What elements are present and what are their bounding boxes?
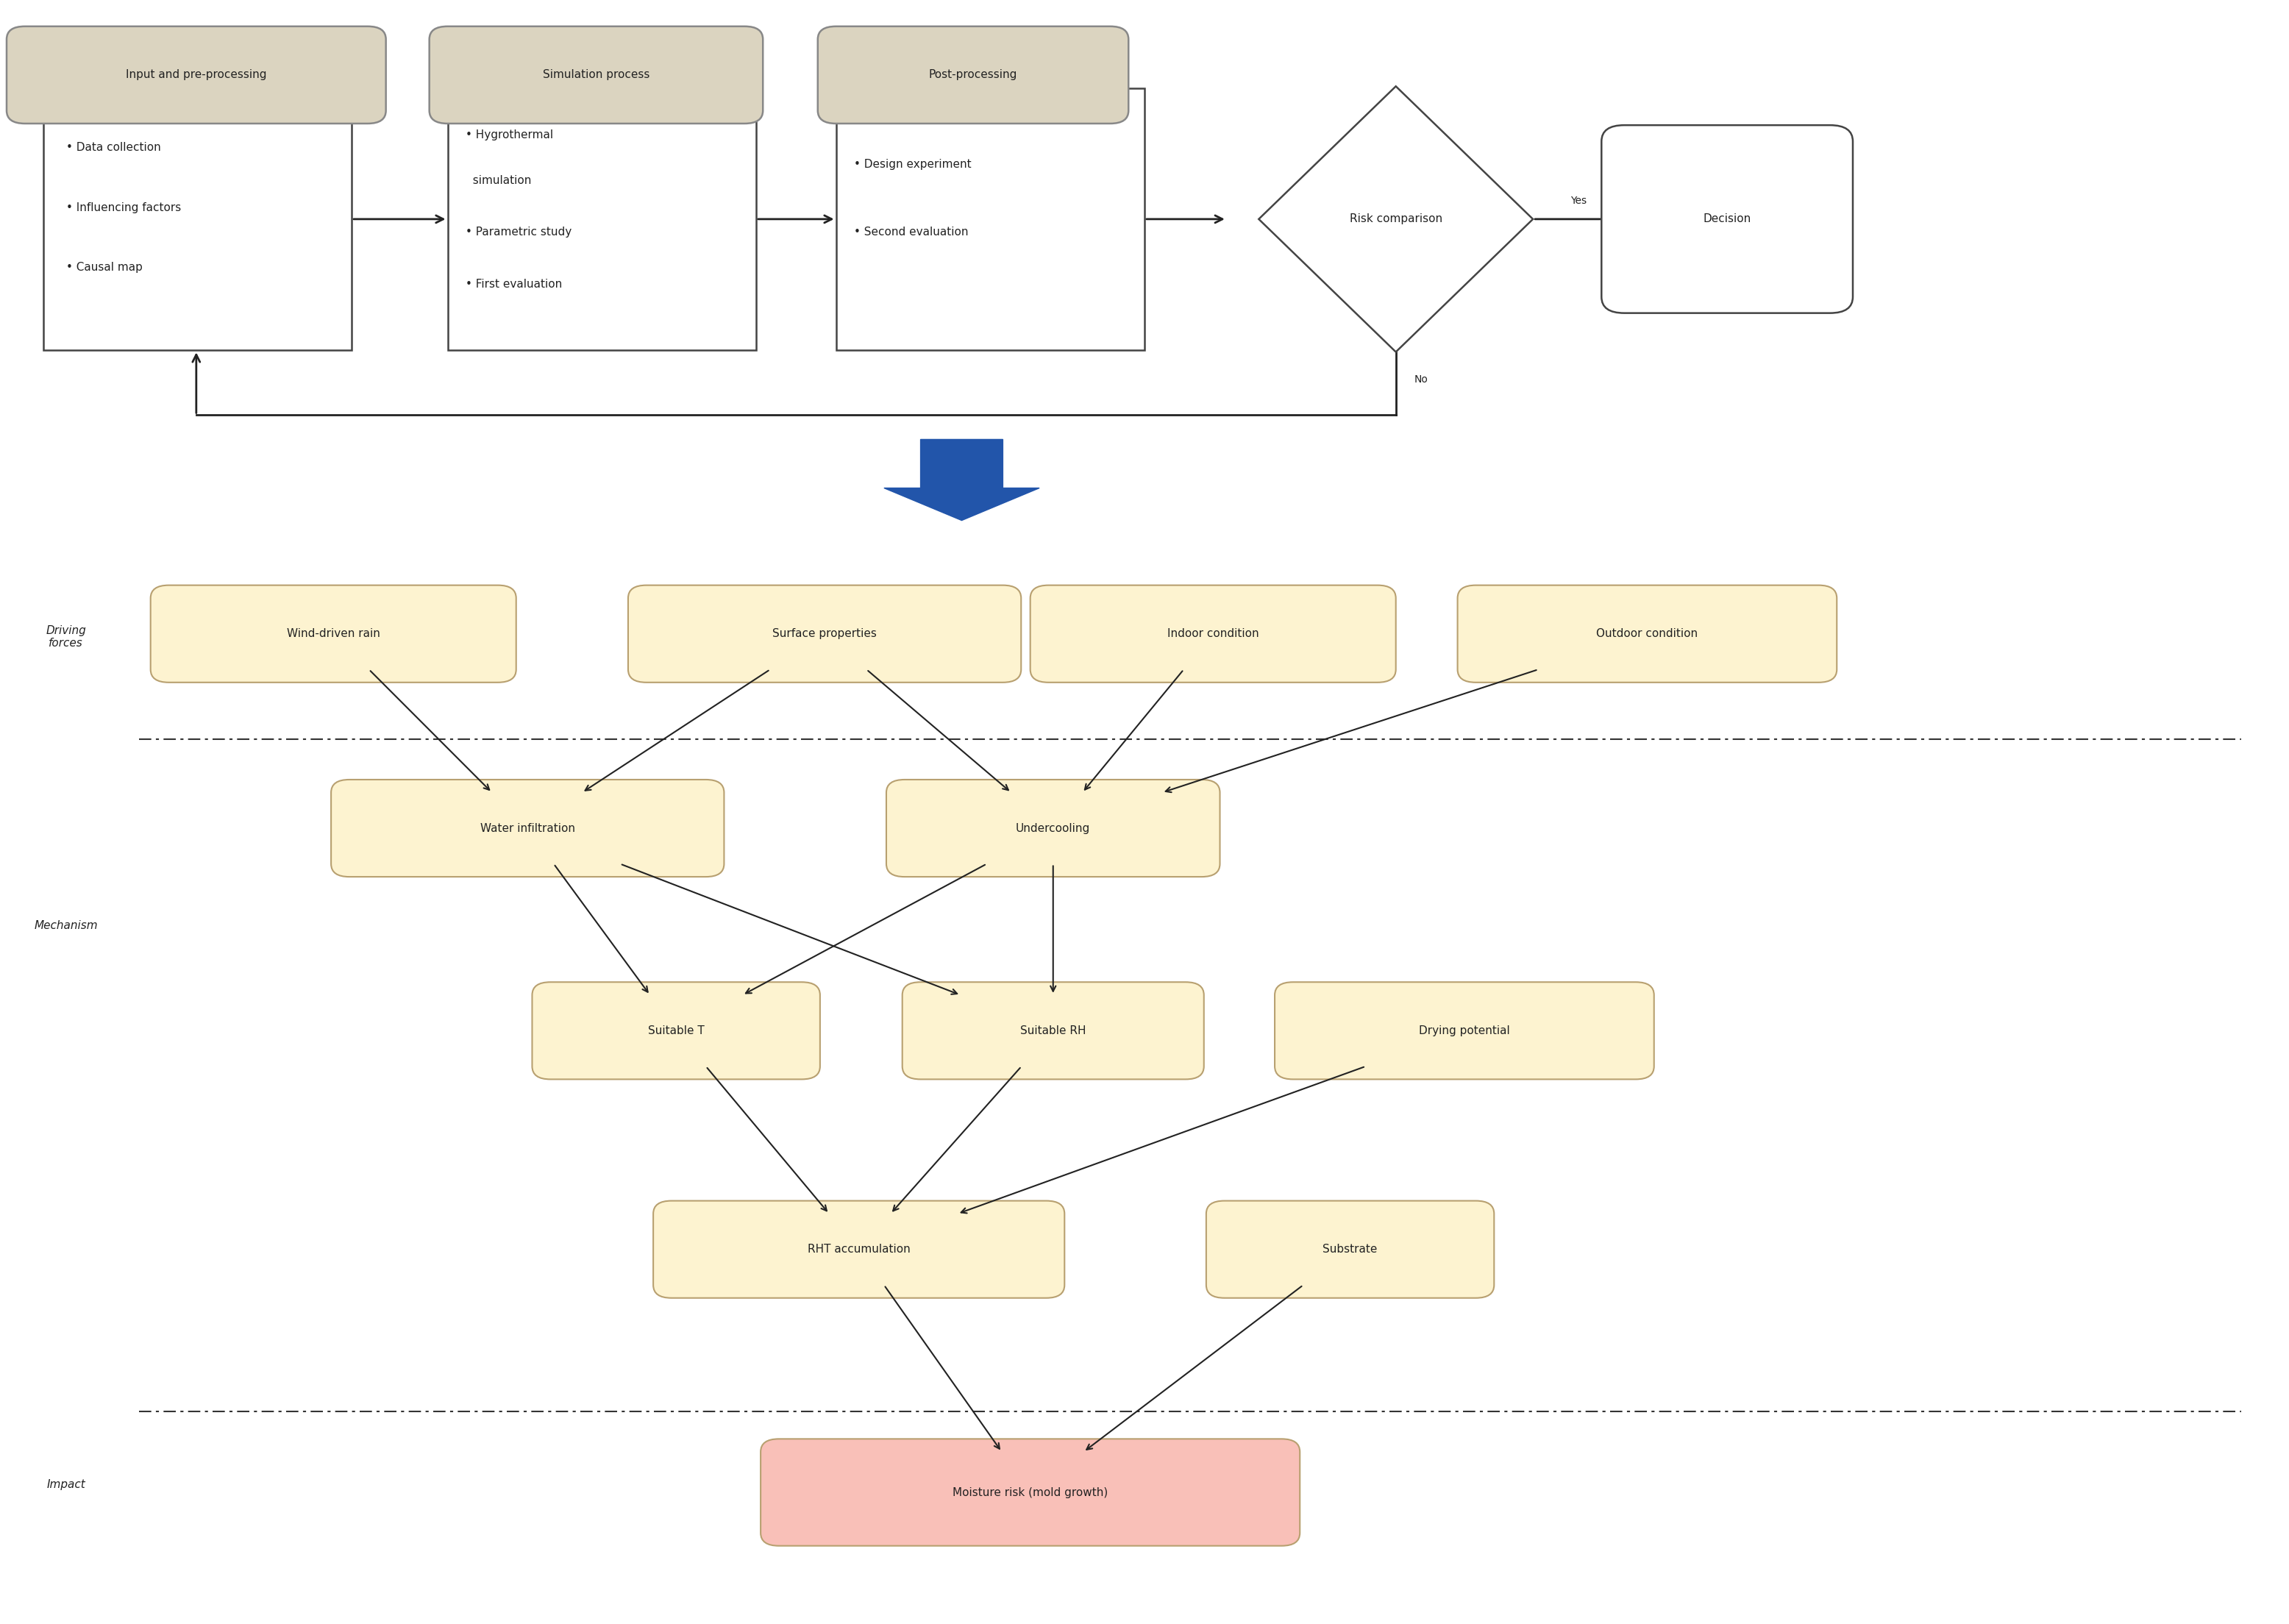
- FancyBboxPatch shape: [531, 983, 819, 1080]
- FancyBboxPatch shape: [886, 780, 1220, 877]
- FancyBboxPatch shape: [332, 780, 723, 877]
- FancyBboxPatch shape: [430, 26, 762, 123]
- FancyBboxPatch shape: [627, 585, 1021, 682]
- FancyBboxPatch shape: [1275, 983, 1655, 1080]
- Text: Outdoor condition: Outdoor condition: [1595, 628, 1698, 640]
- Text: Wind-driven rain: Wind-driven rain: [286, 628, 380, 640]
- Polygon shape: [1259, 86, 1534, 352]
- Text: Mechanism: Mechanism: [34, 919, 98, 931]
- FancyBboxPatch shape: [902, 983, 1204, 1080]
- Text: Undercooling: Undercooling: [1016, 823, 1090, 833]
- Text: Drying potential: Drying potential: [1419, 1025, 1511, 1036]
- Text: • Hygrothermal: • Hygrothermal: [467, 130, 554, 140]
- Text: simulation: simulation: [467, 175, 531, 185]
- Text: Input and pre-processing: Input and pre-processing: [126, 70, 268, 81]
- FancyBboxPatch shape: [449, 88, 755, 351]
- Text: Water infiltration: Water infiltration: [481, 823, 575, 833]
- FancyBboxPatch shape: [1206, 1200, 1495, 1298]
- Text: Driving
forces: Driving forces: [46, 625, 87, 650]
- Text: No: No: [1415, 375, 1428, 385]
- Text: Moisture risk (mold growth): Moisture risk (mold growth): [952, 1488, 1108, 1497]
- Text: • Design experiment: • Design experiment: [854, 159, 973, 169]
- FancyBboxPatch shape: [43, 88, 353, 351]
- FancyBboxPatch shape: [1458, 585, 1836, 682]
- Text: Suitable T: Suitable T: [648, 1025, 705, 1036]
- Text: • Influencing factors: • Influencing factors: [66, 203, 181, 213]
- FancyBboxPatch shape: [151, 585, 515, 682]
- Text: Yes: Yes: [1570, 197, 1586, 206]
- FancyBboxPatch shape: [817, 26, 1128, 123]
- Polygon shape: [884, 440, 1039, 520]
- Text: • Data collection: • Data collection: [66, 143, 160, 153]
- FancyBboxPatch shape: [7, 26, 387, 123]
- Text: Decision: Decision: [1703, 214, 1751, 224]
- Text: Suitable RH: Suitable RH: [1021, 1025, 1085, 1036]
- Text: Surface properties: Surface properties: [771, 628, 877, 640]
- Text: Risk comparison: Risk comparison: [1351, 214, 1442, 224]
- Text: • Causal map: • Causal map: [66, 261, 142, 273]
- Text: Impact: Impact: [46, 1479, 85, 1489]
- Text: • Parametric study: • Parametric study: [467, 227, 572, 237]
- FancyBboxPatch shape: [835, 88, 1144, 351]
- Text: • Second evaluation: • Second evaluation: [854, 227, 968, 237]
- Text: Indoor condition: Indoor condition: [1167, 628, 1259, 640]
- FancyBboxPatch shape: [1030, 585, 1396, 682]
- Text: RHT accumulation: RHT accumulation: [808, 1244, 911, 1255]
- Text: Substrate: Substrate: [1323, 1244, 1378, 1255]
- FancyBboxPatch shape: [652, 1200, 1064, 1298]
- FancyBboxPatch shape: [760, 1439, 1300, 1546]
- Text: • First evaluation: • First evaluation: [467, 278, 563, 289]
- Text: Post-processing: Post-processing: [929, 70, 1016, 81]
- FancyBboxPatch shape: [1602, 125, 1852, 313]
- Text: Simulation process: Simulation process: [542, 70, 650, 81]
